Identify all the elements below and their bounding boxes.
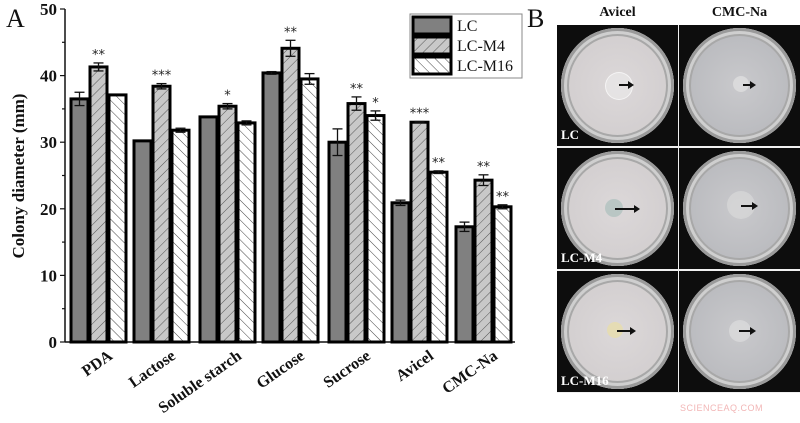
legend-swatch: [411, 15, 453, 36]
legend-label: LC-M4: [457, 38, 505, 55]
bar: [409, 120, 430, 344]
bar-group: ***Sucrose: [321, 82, 386, 392]
bar: [346, 102, 367, 344]
petri-dish: [561, 274, 674, 389]
petri-dish: [683, 28, 796, 143]
legend-label: LC-M16: [457, 58, 513, 75]
y-tick-label: 50: [40, 0, 57, 19]
photo-lc-cmc-na: [679, 25, 800, 146]
bar-group: *****Avicel: [390, 107, 449, 385]
bar: [151, 84, 172, 344]
significance-marker: ***: [152, 69, 172, 84]
watermark: SCIENCEAQ.COM: [680, 403, 764, 413]
y-tick-label: 10: [40, 266, 57, 285]
significance-marker: *: [372, 96, 379, 111]
y-tick-label: 0: [49, 333, 58, 352]
panel-b-label: B: [527, 4, 545, 33]
photo-lc-avicel: LC: [557, 25, 678, 146]
bar-group: *** Lactose: [126, 69, 191, 391]
arrow-icon: [617, 327, 636, 335]
row-label-lc-m4: LC-M4: [561, 250, 603, 265]
bar: [217, 104, 238, 344]
significance-marker: ***: [410, 107, 430, 122]
bar: [454, 225, 475, 344]
significance-marker: *: [224, 89, 231, 104]
bar-group: ** Glucose: [254, 25, 320, 392]
arrow-icon: [743, 81, 756, 89]
panel-a-label: A: [6, 4, 25, 33]
y-tick-label: 30: [40, 133, 57, 152]
petri-dish: [683, 151, 796, 266]
bar: [88, 65, 109, 344]
bar: [132, 139, 153, 344]
petri-dish: [561, 28, 674, 143]
legend-label: LC: [457, 18, 477, 35]
bar: [107, 93, 128, 344]
x-tick-label: Glucose: [254, 347, 308, 392]
photo-column-header-cmc-na: CMC-Na: [711, 5, 768, 20]
bars: **PDA***Lactose*Soluble starch**Glucose*…: [69, 25, 513, 417]
bar: [390, 201, 411, 344]
petri-dish: [683, 274, 796, 389]
y-tick-label: 20: [40, 200, 57, 219]
y-axis-label: Colony diameter (mm): [9, 94, 28, 259]
arrow-icon: [619, 81, 634, 89]
row-label-lc-m16: LC-M16: [561, 373, 609, 388]
significance-marker: **: [432, 156, 446, 171]
x-tick-label: PDA: [79, 347, 116, 380]
bar: [327, 140, 348, 344]
legend-swatch: [411, 35, 453, 56]
x-tick-label: Lactose: [126, 347, 179, 391]
photo-column-header-avicel: Avicel: [599, 5, 636, 20]
significance-marker: **: [477, 160, 491, 175]
photo-lc-m16-cmc-na: [679, 271, 800, 392]
bar: [365, 114, 386, 344]
significance-marker: **: [496, 190, 510, 205]
photo-lc-m4-cmc-na: [679, 148, 800, 269]
bar: [492, 205, 513, 344]
significance-marker: **: [92, 48, 106, 63]
arrow-icon: [739, 327, 756, 335]
bar: [236, 121, 257, 344]
x-tick-label: Avicel: [393, 347, 437, 385]
bar: [428, 170, 449, 344]
photo-lc-m16-avicel: LC-M16: [557, 271, 678, 392]
x-tick-label: Sucrose: [321, 347, 374, 391]
bar: [280, 46, 301, 344]
bar: [198, 115, 219, 344]
bar: [299, 77, 320, 344]
arrow-icon: [615, 205, 640, 213]
legend-swatch: [411, 55, 453, 76]
petri-dish-photo-grid: LC LC-M4 LC-M16: [557, 25, 800, 393]
bar: [261, 71, 282, 344]
significance-marker: **: [350, 82, 364, 97]
bar: [473, 178, 494, 344]
bar-group: ** PDA: [69, 48, 128, 380]
bar-group: ** ** CMC-Na: [439, 160, 513, 397]
bar: [170, 128, 191, 344]
petri-dish: [561, 151, 674, 266]
legend: LC LC-M4 LC-M16: [409, 13, 523, 79]
arrow-icon: [741, 202, 758, 210]
y-tick-label: 40: [40, 67, 57, 86]
x-tick-label: CMC-Na: [439, 347, 500, 397]
bar: [69, 97, 90, 344]
photo-lc-m4-avicel: LC-M4: [557, 148, 678, 269]
row-label-lc: LC: [561, 127, 580, 142]
significance-marker: **: [284, 25, 298, 40]
